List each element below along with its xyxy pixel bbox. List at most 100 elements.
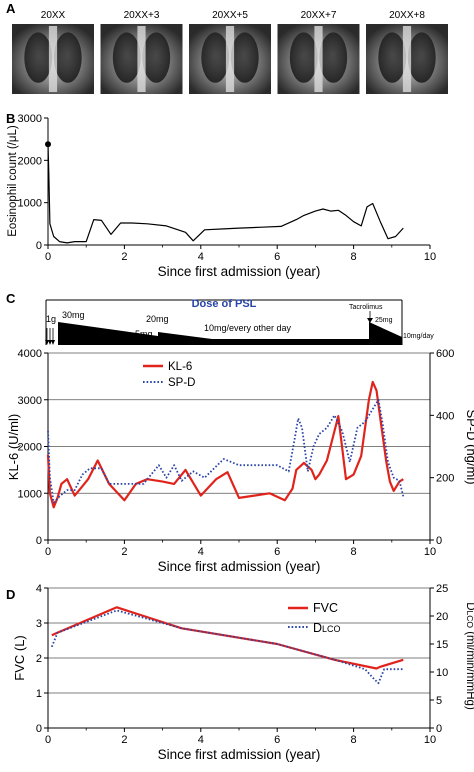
x-tick-label: 4 (198, 546, 204, 558)
y-tick-label: 0 (36, 723, 42, 735)
series-line-sp-d (47, 398, 405, 504)
y-right-tick-label: 600 (436, 348, 454, 360)
legend-dlco-sub: LCO (322, 624, 341, 634)
xray-spine (402, 26, 412, 92)
y-right-tick-label: 0 (436, 535, 442, 547)
xray-spine (137, 26, 146, 92)
y-axis-label-right: SP-D (ng/ml) (464, 409, 474, 484)
legend-spd-label: SP-D (168, 377, 195, 389)
panel-c-letter: C (6, 291, 16, 306)
xray-spine (48, 26, 58, 92)
xray-label: 20XX+3 (124, 10, 160, 21)
panel-b-chart: 0 1000 2000 3000 0 2 4 6 8 10 Since first admissio… (7, 113, 436, 279)
dose-10mgday-label: 10mg/day (403, 333, 434, 340)
dose-30mg-label: 30mg (62, 310, 85, 320)
y-tick-label: 2 (36, 653, 42, 665)
panel-d-chart: 0 1 2 3 4 0 5 10 15 20 25 0 2 4 6 8 10 Since first admiss… (12, 583, 474, 762)
xray-lung-left (407, 32, 436, 83)
dose-10mg-eod-label: 10mg/every other day (204, 323, 292, 333)
xray-label: 20XX+7 (301, 10, 337, 21)
x-tick-label: 2 (121, 251, 127, 263)
x-axis-label: Since first admission (year) (158, 559, 321, 574)
dose-taper-30mg (58, 322, 158, 345)
xray-lung-right (112, 32, 141, 83)
psl-dose-strip: Dose of PSL 1g 30mg 20mg 5mg 10mg/every … (45, 298, 434, 345)
panel-a-letter: A (6, 1, 16, 16)
x-tick-label: 6 (274, 251, 280, 263)
xray-spine (314, 26, 323, 92)
y-tick-label: 1 (36, 688, 42, 700)
y-tick-label: 3 (36, 618, 42, 630)
y-axis-label-right-units: (ml/min/mmHg) (464, 628, 474, 710)
dose-25mg-block (369, 322, 402, 345)
xray-lung-left (53, 32, 82, 83)
y-right-tick-label: 400 (436, 410, 454, 422)
x-tick-label: 10 (424, 546, 436, 558)
xray-lung-right (289, 32, 318, 83)
x-tick-label: 0 (45, 546, 51, 558)
y-tick-label: 1000 (18, 488, 42, 500)
y-tick-label: 4 (36, 583, 42, 595)
data-point-marker (45, 141, 51, 148)
y-axis-label-right-main: D (464, 602, 474, 610)
series-line-kl-6 (46, 380, 404, 509)
legend-kl6-label: KL-6 (168, 361, 192, 373)
y-right-tick-label: 20 (436, 611, 448, 623)
dose-25mg-label: 25mg (375, 317, 393, 324)
x-tick-label: 4 (198, 734, 204, 746)
legend-dlco-label: DLCO (313, 621, 341, 635)
xray-lung-right (24, 32, 53, 83)
y-tick-label: 2000 (18, 155, 42, 167)
x-tick-label: 2 (121, 734, 127, 746)
y-tick-label: 2000 (18, 442, 42, 454)
tacrolimus-arrowhead (367, 318, 373, 323)
y-right-tick-label: 5 (436, 695, 442, 707)
y-tick-label: 1000 (18, 198, 42, 210)
panel-b-letter: B (6, 111, 15, 126)
psl-title: Dose of PSL (192, 298, 257, 310)
x-tick-label: 8 (351, 251, 357, 263)
y-axis-label-right-sub: LCO (465, 611, 474, 629)
x-tick-label: 8 (351, 546, 357, 558)
y-axis-label-right: DLCO (ml/min/mmHg) (464, 602, 474, 710)
x-tick-label: 10 (424, 251, 436, 263)
y-tick-label: 0 (36, 240, 42, 252)
y-right-tick-label: 0 (436, 723, 442, 735)
xray-lung-left (142, 32, 171, 83)
x-axis-label: Since first admission (year) (158, 264, 321, 279)
x-tick-label: 10 (424, 734, 436, 746)
y-tick-label: 4000 (18, 348, 42, 360)
series-line-dlco (50, 609, 404, 685)
dose-5mg-label: 5mg (135, 329, 153, 339)
y-tick-label: 3000 (18, 113, 42, 125)
x-tick-label: 8 (351, 734, 357, 746)
dose-taper-20mg (158, 332, 212, 345)
y-right-tick-label: 200 (436, 473, 454, 485)
panel-d-letter: D (6, 587, 15, 602)
xray-lung-right (201, 32, 230, 83)
x-tick-label: 0 (45, 251, 51, 263)
xray-label: 20XX (41, 10, 66, 21)
legend-fvc-label: FVC (313, 601, 338, 615)
x-tick-label: 6 (274, 546, 280, 558)
y-right-tick-label: 15 (436, 639, 448, 651)
xray-row: 20XX 20XX+3 20XX+5 20XX+7 20XX+8 (12, 10, 448, 94)
y-axis-label: FVC (L) (12, 635, 27, 681)
y-right-tick-label: 25 (436, 583, 448, 595)
series-line-fvc (51, 606, 404, 670)
y-tick-label: 0 (36, 535, 42, 547)
panel-c-chart: 0 1000 2000 3000 4000 0 200 400 600 0 2 4 6 8 10 Since … (6, 348, 474, 574)
y-tick-label: 3000 (18, 395, 42, 407)
x-tick-label: 6 (274, 734, 280, 746)
y-axis-label: Eosinophil count (/μL) (7, 125, 19, 237)
xray-lung-right (378, 32, 407, 83)
xray-label: 20XX+8 (389, 10, 425, 21)
dose-10mg-eod-block (212, 339, 369, 345)
legend-dlco-main: D (313, 621, 322, 635)
x-axis-label: Since first admission (year) (158, 747, 321, 762)
xray-lung-left (319, 32, 348, 83)
xray-lung-left (230, 32, 259, 83)
dose-20mg-label: 20mg (146, 314, 169, 324)
y-axis-label: KL-6 (U/ml) (6, 414, 21, 480)
